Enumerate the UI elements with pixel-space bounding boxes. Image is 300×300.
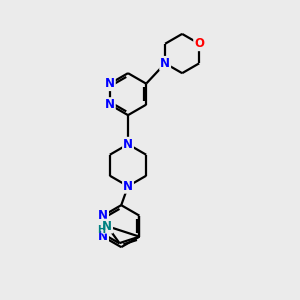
Text: N: N	[160, 57, 170, 70]
Text: N: N	[98, 230, 108, 243]
Text: N: N	[102, 220, 112, 232]
Text: N: N	[105, 98, 115, 111]
Text: N: N	[123, 180, 133, 193]
Text: H: H	[97, 225, 105, 235]
Text: N: N	[98, 209, 108, 222]
Text: O: O	[194, 37, 204, 50]
Text: N: N	[123, 138, 133, 151]
Text: N: N	[105, 77, 115, 90]
